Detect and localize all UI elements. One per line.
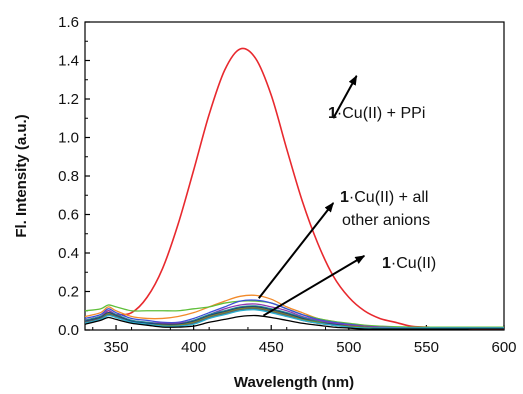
x-tick-label: 600 <box>491 339 516 356</box>
series-line-green <box>85 300 504 328</box>
arrow-ppi <box>332 75 358 119</box>
series-line-cyan <box>85 309 504 329</box>
y-tick-label: 1.6 <box>58 14 79 31</box>
series-line-cu <box>85 314 504 330</box>
y-tick-label: 0.2 <box>58 284 79 301</box>
x-tick-label: 400 <box>181 339 206 356</box>
y-tick-label: 1.2 <box>58 91 79 108</box>
arrow-all-anions <box>258 202 335 299</box>
annotation-all-anions-line1: 1·Cu(II) + all <box>340 189 428 206</box>
annotations: 1·Cu(II) + PPi 1·Cu(II) + all other anio… <box>258 75 436 317</box>
annotation-cu: 1·Cu(II) <box>382 255 436 272</box>
y-tick-label: 1.0 <box>58 130 79 147</box>
x-tick-label: 550 <box>414 339 439 356</box>
series-line-ppi <box>85 47 504 330</box>
series-lines <box>85 47 504 330</box>
y-tick-label: 0.0 <box>58 322 79 339</box>
annotation-ppi: 1·Cu(II) + PPi <box>328 105 425 122</box>
arrow-cu <box>262 255 366 317</box>
x-tick-label: 500 <box>336 339 361 356</box>
y-tick-label: 0.6 <box>58 207 79 224</box>
y-tick-label: 0.8 <box>58 168 79 185</box>
x-axis-tick-labels: 350 400 450 500 550 600 <box>104 339 517 356</box>
x-axis-title: Wavelength (nm) <box>234 374 354 391</box>
x-tick-label: 350 <box>104 339 129 356</box>
x-tick-label: 450 <box>259 339 284 356</box>
y-tick-label: 1.4 <box>58 53 79 70</box>
y-tick-label: 0.4 <box>58 245 79 262</box>
y-axis-ticks <box>85 21 90 331</box>
annotation-all-anions-line2: other anions <box>342 212 430 229</box>
y-axis-tick-labels: 0.0 0.2 0.4 0.6 0.8 1.0 1.2 1.4 1.6 <box>58 14 79 339</box>
y-axis-title: Fl. Intensity (a.u.) <box>13 114 30 237</box>
